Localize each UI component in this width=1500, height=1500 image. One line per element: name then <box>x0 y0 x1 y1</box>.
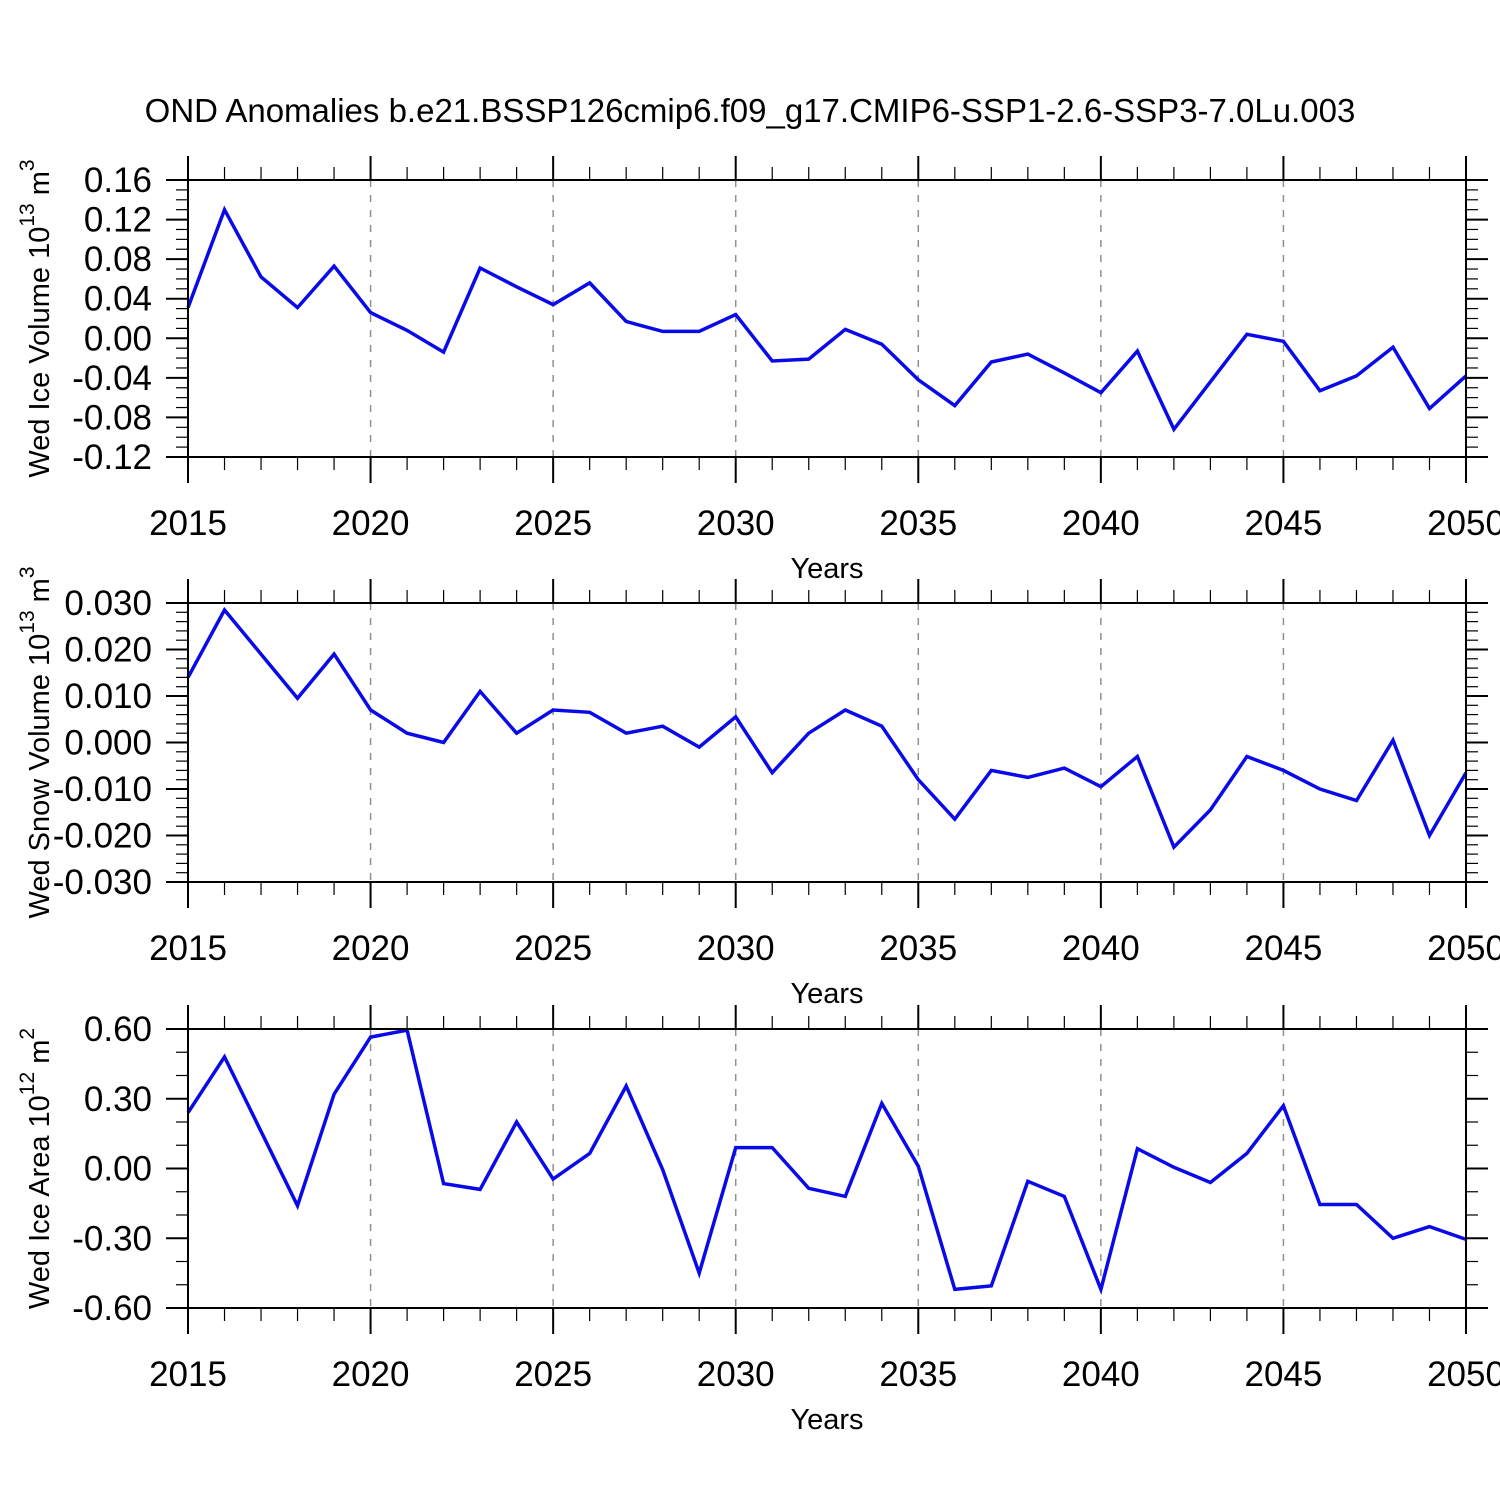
svg-text:2045: 2045 <box>1244 1355 1322 1394</box>
svg-text:2030: 2030 <box>697 1355 775 1394</box>
chart-2-gridlines <box>369 603 1285 882</box>
svg-text:0.020: 0.020 <box>64 631 152 670</box>
svg-text:2050: 2050 <box>1427 929 1500 968</box>
chart-3-gridlines <box>369 1029 1285 1308</box>
svg-text:2015: 2015 <box>149 929 227 968</box>
chart-1-gridlines <box>369 180 1285 457</box>
figure-title: OND Anomalies b.e21.BSSP126cmip6.f09_g17… <box>144 92 1356 129</box>
svg-text:0.16: 0.16 <box>84 161 152 200</box>
svg-text:0.08: 0.08 <box>84 240 152 279</box>
svg-text:2020: 2020 <box>332 1355 410 1394</box>
chart-1-xtick-labels: 2015 2020 2025 2030 2035 2040 2045 2050 <box>149 504 1500 543</box>
chart-3-ytick-labels: 0.60 0.30 0.00 -0.30 -0.60 <box>72 1010 152 1328</box>
svg-text:2050: 2050 <box>1427 1355 1500 1394</box>
svg-text:2015: 2015 <box>149 504 227 543</box>
chart-1-xaxis-title: Years <box>790 553 863 585</box>
chart-2-series-line <box>186 606 1468 851</box>
chart-1-yaxis-title: Wed Ice Volume 1013 m3 <box>16 159 57 477</box>
svg-text:2030: 2030 <box>697 504 775 543</box>
chart-3-ticks <box>166 1005 1488 1334</box>
svg-text:2025: 2025 <box>514 929 592 968</box>
svg-text:2020: 2020 <box>332 504 410 543</box>
svg-text:-0.08: -0.08 <box>72 398 152 437</box>
chart-3-series-line <box>186 1028 1467 1296</box>
chart-1-ytick-labels: 0.160.120.080.040.00-0.04-0.08-0.12 <box>72 161 152 477</box>
chart-3-xtick-labels: 2015 2020 2025 2030 2035 2040 2045 2050 <box>149 1355 1500 1394</box>
svg-text:2035: 2035 <box>879 1355 957 1394</box>
svg-text:0.010: 0.010 <box>64 677 152 716</box>
svg-text:2025: 2025 <box>514 1355 592 1394</box>
chart-2-frame <box>187 602 1467 883</box>
svg-text:2035: 2035 <box>879 929 957 968</box>
svg-text:2025: 2025 <box>514 504 592 543</box>
chart-2-ytick-labels: 0.030 0.020 0.010 0.000 -0.010 -0.020 -0.030 <box>53 584 152 902</box>
svg-text:2015: 2015 <box>149 1355 227 1394</box>
chart-2-xtick-labels: 2015 2020 2025 2030 2035 2040 2045 2050 <box>149 929 1500 968</box>
svg-text:-0.12: -0.12 <box>72 438 152 477</box>
chart-1-ticks <box>166 156 1488 483</box>
svg-text:-0.04: -0.04 <box>72 359 152 398</box>
svg-text:2045: 2045 <box>1244 929 1322 968</box>
svg-text:0.60: 0.60 <box>84 1010 152 1049</box>
svg-text:2035: 2035 <box>879 504 957 543</box>
svg-text:0.04: 0.04 <box>84 280 152 319</box>
svg-text:0.030: 0.030 <box>64 584 152 623</box>
chart-2: 0.030 0.020 0.010 0.000 -0.010 -0.020 -0.030 20… <box>16 566 1500 1010</box>
svg-text:2045: 2045 <box>1244 504 1322 543</box>
chart-3-xaxis-title: Years <box>790 1404 863 1436</box>
svg-text:0.30: 0.30 <box>84 1080 152 1119</box>
chart-2-yaxis-title: Wed Snow Volume 1013 m3 <box>16 566 57 918</box>
svg-text:-0.010: -0.010 <box>53 770 152 809</box>
svg-text:0.00: 0.00 <box>84 319 152 358</box>
svg-text:-0.60: -0.60 <box>72 1289 152 1328</box>
chart-2-ticks <box>166 579 1488 908</box>
svg-text:0.000: 0.000 <box>64 724 152 763</box>
svg-text:2040: 2040 <box>1062 504 1140 543</box>
svg-text:-0.30: -0.30 <box>72 1219 152 1258</box>
svg-text:0.00: 0.00 <box>84 1150 152 1189</box>
chart-3-frame <box>187 1028 1467 1309</box>
svg-text:-0.030: -0.030 <box>53 863 152 902</box>
svg-text:2050: 2050 <box>1427 504 1500 543</box>
svg-text:0.12: 0.12 <box>84 201 152 240</box>
svg-text:2030: 2030 <box>697 929 775 968</box>
chart-2-xaxis-title: Years <box>790 978 863 1010</box>
chart-3-yaxis-title: Wed Ice Area 1012 m2 <box>16 1028 57 1309</box>
chart-1-series-line <box>186 205 1468 433</box>
svg-text:2020: 2020 <box>332 929 410 968</box>
svg-text:-0.020: -0.020 <box>53 817 152 856</box>
svg-text:2040: 2040 <box>1062 929 1140 968</box>
svg-text:2040: 2040 <box>1062 1355 1140 1394</box>
